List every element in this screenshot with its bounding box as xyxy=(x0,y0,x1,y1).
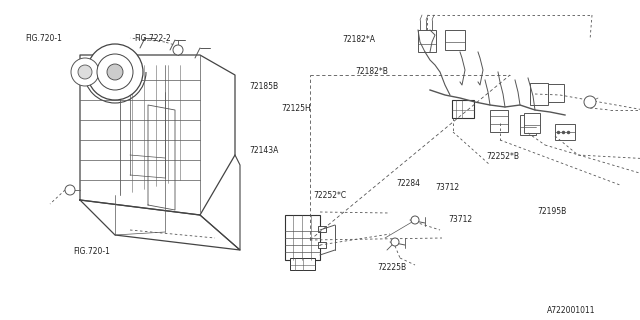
Bar xyxy=(452,100,474,118)
Text: 72143A: 72143A xyxy=(250,146,279,155)
Bar xyxy=(290,258,315,270)
Bar xyxy=(548,84,564,102)
Bar xyxy=(445,30,465,50)
Text: 72125H: 72125H xyxy=(282,104,311,113)
Bar xyxy=(490,110,508,132)
Text: 72252*B: 72252*B xyxy=(486,152,520,161)
Text: 73712: 73712 xyxy=(448,215,472,224)
Text: FIG.720-1: FIG.720-1 xyxy=(74,247,111,256)
Circle shape xyxy=(87,44,143,100)
Bar xyxy=(418,30,436,52)
Bar xyxy=(555,124,575,140)
Bar xyxy=(285,215,320,260)
Circle shape xyxy=(78,65,92,79)
Text: A722001011: A722001011 xyxy=(547,306,596,315)
Text: 73712: 73712 xyxy=(435,183,460,192)
Circle shape xyxy=(71,58,99,86)
Bar xyxy=(524,113,540,133)
Text: 72182*B: 72182*B xyxy=(355,68,388,76)
Circle shape xyxy=(584,96,596,108)
Bar xyxy=(318,242,326,248)
Text: 72284: 72284 xyxy=(397,180,421,188)
Circle shape xyxy=(173,45,183,55)
Text: 72225B: 72225B xyxy=(378,263,407,272)
Text: FIG.722-2: FIG.722-2 xyxy=(134,34,171,43)
Bar xyxy=(520,115,536,135)
Bar xyxy=(318,226,326,232)
Bar xyxy=(530,83,548,105)
Text: 72252*C: 72252*C xyxy=(314,191,347,200)
Circle shape xyxy=(65,185,75,195)
Circle shape xyxy=(107,64,123,80)
Circle shape xyxy=(411,216,419,224)
Text: 72195B: 72195B xyxy=(538,207,567,216)
Text: FIG.720-1: FIG.720-1 xyxy=(26,34,63,43)
Circle shape xyxy=(391,238,399,246)
Text: 72182*A: 72182*A xyxy=(342,36,376,44)
Circle shape xyxy=(97,54,133,90)
Text: 72185B: 72185B xyxy=(250,82,279,91)
